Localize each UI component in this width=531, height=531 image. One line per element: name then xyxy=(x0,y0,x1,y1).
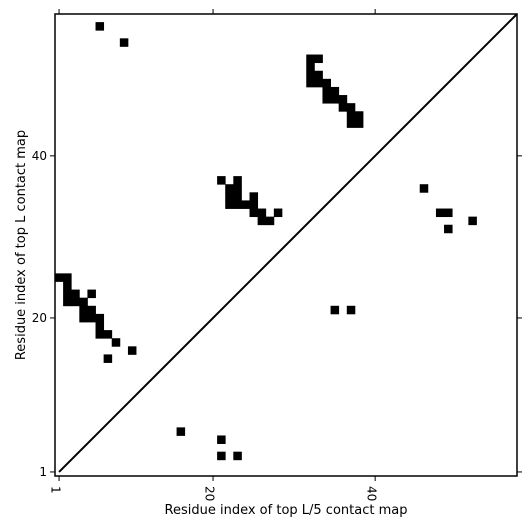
contact-cell xyxy=(306,54,315,64)
contact-cell xyxy=(338,103,348,112)
contact-cell xyxy=(79,305,88,315)
contact-cell xyxy=(63,281,72,290)
contact-cell xyxy=(346,119,356,128)
contact-cell xyxy=(119,38,129,47)
x-tick-label: 1 xyxy=(49,486,63,494)
contact-cell xyxy=(87,289,96,299)
contact-cell xyxy=(273,208,283,218)
contact-cell xyxy=(306,70,315,80)
contact-cell xyxy=(217,176,226,185)
contact-cell xyxy=(233,451,242,461)
contact-cell xyxy=(444,224,453,234)
diagonal-line xyxy=(58,13,518,473)
contact-cell xyxy=(241,200,250,209)
contact-cell xyxy=(330,95,340,104)
contact-cell xyxy=(103,330,113,339)
contact-cell xyxy=(71,289,80,299)
contact-cell xyxy=(435,208,445,218)
contact-cell xyxy=(257,216,267,226)
contact-cell xyxy=(233,176,242,185)
contact-cell xyxy=(330,305,340,315)
contact-cell xyxy=(354,111,364,120)
x-tick-label: 40 xyxy=(365,486,379,501)
contact-cell xyxy=(103,354,113,363)
contact-cell xyxy=(346,103,356,112)
contact-cell xyxy=(419,184,429,193)
contact-cell xyxy=(265,216,275,226)
contact-cell xyxy=(79,297,88,307)
contact-cell xyxy=(233,192,242,201)
contact-cell xyxy=(346,111,356,120)
axis-ticks: 1 20 40 1 20 40 xyxy=(32,9,522,501)
contact-cell xyxy=(306,78,315,88)
contact-cell xyxy=(338,95,348,104)
contact-cells xyxy=(55,22,477,461)
contact-cell xyxy=(111,338,121,347)
contact-cell xyxy=(249,200,259,209)
contact-cell xyxy=(314,70,323,80)
contact-cell xyxy=(322,95,331,104)
contact-cell xyxy=(95,322,105,331)
contact-cell xyxy=(249,208,259,218)
contact-cell xyxy=(249,192,259,201)
x-tick-label: 20 xyxy=(203,486,217,501)
plot-frame xyxy=(54,13,518,477)
contact-cell xyxy=(63,273,72,282)
contact-cell xyxy=(225,200,234,209)
contact-cell xyxy=(217,435,226,444)
contact-cell xyxy=(127,346,137,355)
contact-cell xyxy=(314,78,323,88)
contact-cell xyxy=(55,273,64,282)
contact-cell xyxy=(444,208,453,218)
contact-cell xyxy=(95,313,105,323)
contact-cell xyxy=(306,62,315,72)
contact-cell xyxy=(217,451,226,461)
contact-cell xyxy=(95,22,105,31)
y-tick-label: 1 xyxy=(39,465,47,479)
contact-cell xyxy=(233,200,242,209)
contact-cell xyxy=(63,297,72,307)
contact-cell xyxy=(354,119,364,128)
contact-cell xyxy=(87,313,96,323)
contact-cell xyxy=(176,427,186,436)
contact-cell xyxy=(233,184,242,193)
contact-cell xyxy=(257,208,267,218)
contact-cell xyxy=(330,86,340,96)
contact-cell xyxy=(63,289,72,299)
y-tick-label: 20 xyxy=(32,311,47,325)
contact-cell xyxy=(322,78,331,88)
x-axis-label: Residue index of top L/5 contact map xyxy=(165,503,408,518)
contact-cell xyxy=(225,192,234,201)
contact-cell xyxy=(79,313,88,323)
contact-cell xyxy=(225,184,234,193)
contact-cell xyxy=(322,86,331,96)
contact-cell xyxy=(95,330,105,339)
y-tick-label: 40 xyxy=(32,149,47,163)
y-axis-label: Residue index of top L contact map xyxy=(14,130,29,360)
contact-cell xyxy=(468,216,477,226)
contact-cell xyxy=(87,305,96,315)
contact-cell xyxy=(346,305,356,315)
contact-cell xyxy=(314,54,323,64)
contact-cell xyxy=(71,297,80,307)
